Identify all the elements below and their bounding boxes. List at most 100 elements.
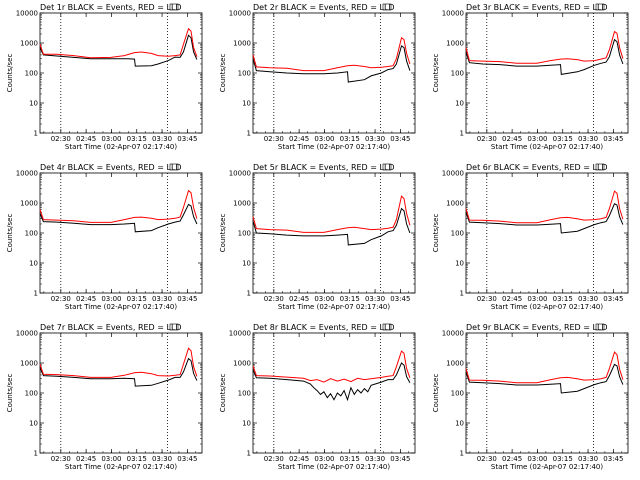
y-tick-label: 100 (238, 390, 251, 398)
x-tick-label: 02:30 (51, 135, 71, 143)
x-tick-label: 02:30 (51, 295, 71, 303)
series-events-line (252, 362, 411, 402)
y-tick-label: 1000 (20, 200, 38, 208)
x-tick-label: 03:45 (390, 295, 410, 303)
series-lld-line (39, 27, 198, 59)
series-lld-line (252, 350, 411, 383)
panel-8: Det 8r BLACK = Events, RED = LLD 1 10 100 10… (219, 323, 416, 471)
panel-9: Det 9r BLACK = Events, RED = LLD 1 10 100 10… (432, 323, 629, 471)
x-axis-label: Start Time (02-Apr-07 02:17:40) (278, 303, 390, 311)
y-tick-label: 1000 (20, 40, 38, 48)
y-tick-label: 10000 (442, 10, 464, 18)
plot-frame (39, 172, 203, 294)
x-tick-label: 03:00 (314, 135, 334, 143)
x-tick-label: 03:30 (152, 455, 172, 463)
y-axis-label: Counts/sec (6, 374, 14, 413)
series-events-line (465, 202, 624, 234)
y-axis-label: Counts/sec (219, 54, 227, 93)
x-tick-label: 03:45 (603, 135, 623, 143)
y-tick-label: 10 (29, 420, 38, 428)
y-tick-label: 10 (29, 260, 38, 268)
plot-frame (252, 332, 416, 454)
y-tick-label: 1 (247, 290, 251, 298)
x-tick-label: 03:00 (314, 295, 334, 303)
panel-title: Det 8r BLACK = Events, RED = LLD (253, 323, 395, 332)
x-tick-label: 03:15 (340, 135, 360, 143)
plot-frame (252, 172, 416, 294)
y-tick-label: 1 (34, 290, 38, 298)
x-tick-label: 03:30 (578, 135, 598, 143)
panel-2: Det 2r BLACK = Events, RED = LLD 1 10 100 10… (219, 3, 416, 151)
y-tick-label: 10 (455, 100, 464, 108)
x-tick-label: 03:00 (527, 295, 547, 303)
y-axis-label: Counts/sec (432, 54, 440, 93)
y-tick-label: 100 (451, 230, 464, 238)
x-tick-label: 03:45 (177, 295, 197, 303)
plot-frame (465, 172, 629, 294)
plot-frame (39, 332, 203, 454)
y-axis-label: Counts/sec (219, 214, 227, 253)
x-tick-label: 03:15 (127, 455, 147, 463)
y-tick-label: 100 (25, 70, 38, 78)
y-tick-label: 1000 (446, 200, 464, 208)
x-tick-label: 02:45 (76, 135, 96, 143)
x-tick-label: 02:30 (51, 455, 71, 463)
series-events-line (252, 207, 411, 246)
y-tick-label: 100 (25, 230, 38, 238)
x-tick-label: 03:00 (101, 455, 121, 463)
y-axis-label: Counts/sec (6, 214, 14, 253)
y-tick-label: 1 (460, 290, 464, 298)
x-tick-label: 02:45 (502, 295, 522, 303)
panel-title: Det 4r BLACK = Events, RED = LLD (40, 163, 182, 172)
x-axis-label: Start Time (02-Apr-07 02:17:40) (491, 303, 603, 311)
y-axis-label: Counts/sec (219, 374, 227, 413)
y-tick-label: 1 (34, 450, 38, 458)
y-tick-label: 10 (242, 260, 251, 268)
y-tick-label: 1000 (233, 40, 251, 48)
y-tick-label: 10000 (16, 330, 38, 338)
x-tick-label: 03:45 (390, 455, 410, 463)
y-tick-label: 1 (247, 450, 251, 458)
x-tick-label: 03:15 (553, 135, 573, 143)
x-tick-label: 03:00 (527, 135, 547, 143)
series-events-line (465, 363, 624, 394)
x-tick-label: 02:30 (477, 295, 497, 303)
x-tick-label: 02:30 (477, 135, 497, 143)
legend-box (595, 163, 605, 171)
x-tick-label: 02:45 (502, 455, 522, 463)
y-tick-label: 1000 (20, 360, 38, 368)
series-lld-line (252, 36, 411, 72)
x-tick-label: 03:30 (578, 295, 598, 303)
y-tick-label: 100 (451, 70, 464, 78)
y-tick-label: 10000 (229, 330, 251, 338)
series-events-line (465, 38, 624, 75)
y-tick-label: 100 (238, 230, 251, 238)
x-tick-label: 03:15 (127, 135, 147, 143)
x-tick-label: 03:45 (177, 135, 197, 143)
x-tick-label: 03:30 (578, 455, 598, 463)
x-tick-label: 02:45 (289, 455, 309, 463)
series-lld-line (465, 190, 624, 224)
x-axis-label: Start Time (02-Apr-07 02:17:40) (65, 143, 177, 151)
y-tick-label: 1 (460, 130, 464, 138)
legend-box (169, 3, 179, 11)
panel-5: Det 5r BLACK = Events, RED = LLD 1 10 100 10… (219, 163, 416, 311)
y-tick-label: 10 (455, 260, 464, 268)
y-tick-label: 1000 (446, 360, 464, 368)
y-tick-label: 100 (451, 390, 464, 398)
panel-title: Det 2r BLACK = Events, RED = LLD (253, 3, 395, 12)
y-tick-label: 10000 (16, 170, 38, 178)
x-axis-label: Start Time (02-Apr-07 02:17:40) (65, 463, 177, 471)
x-tick-label: 02:45 (76, 295, 96, 303)
x-tick-label: 03:15 (127, 295, 147, 303)
y-tick-label: 10 (242, 420, 251, 428)
series-events-line (252, 45, 411, 83)
series-events-line (39, 203, 198, 233)
x-axis-label: Start Time (02-Apr-07 02:17:40) (65, 303, 177, 311)
x-tick-label: 02:30 (264, 455, 284, 463)
x-axis-label: Start Time (02-Apr-07 02:17:40) (491, 143, 603, 151)
legend-box (382, 163, 392, 171)
y-axis-label: Counts/sec (432, 374, 440, 413)
legend-box (382, 323, 392, 331)
